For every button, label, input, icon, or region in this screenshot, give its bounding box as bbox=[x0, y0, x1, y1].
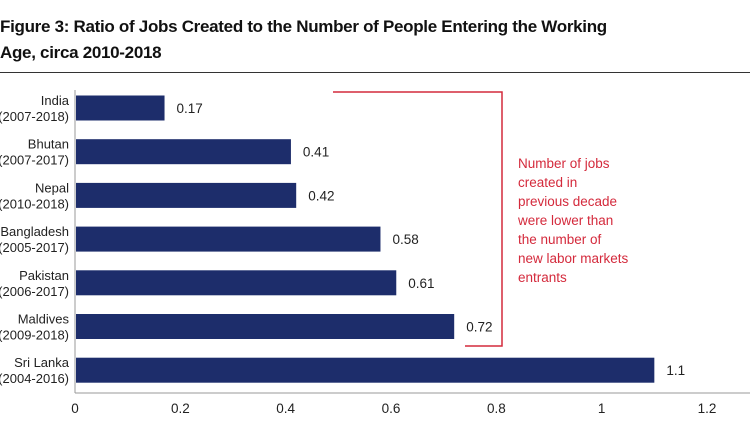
bar bbox=[76, 357, 655, 383]
title-divider bbox=[0, 72, 750, 73]
chart-title-line-1: Figure 3: Ratio of Jobs Created to the N… bbox=[0, 17, 607, 36]
data-label: 0.72 bbox=[466, 320, 492, 335]
x-tick-label: 1 bbox=[598, 401, 606, 416]
category-label: Sri Lanka bbox=[14, 355, 70, 370]
category-label: Bangladesh bbox=[0, 224, 69, 239]
annotation-text: Number of jobs bbox=[518, 156, 610, 171]
annotation-text: the number of bbox=[518, 232, 602, 247]
annotation-text: entrants bbox=[518, 270, 567, 285]
bar bbox=[76, 314, 455, 339]
category-sublabel: (2004-2016) bbox=[0, 371, 69, 386]
data-label: 1.1 bbox=[666, 363, 685, 378]
annotation-text: new labor markets bbox=[518, 251, 629, 266]
bar bbox=[76, 270, 397, 296]
x-tick-label: 0.8 bbox=[487, 401, 506, 416]
data-label: 0.58 bbox=[392, 232, 418, 247]
x-tick-label: 0.6 bbox=[382, 401, 401, 416]
bar bbox=[76, 139, 291, 165]
category-label: Bhutan bbox=[28, 137, 69, 152]
annotation-text: previous decade bbox=[518, 194, 617, 209]
chart-title-line-2: Age, circa 2010-2018 bbox=[0, 43, 162, 62]
category-sublabel: (2006-2017) bbox=[0, 284, 69, 299]
category-sublabel: (2005-2017) bbox=[0, 240, 69, 255]
category-label: Maldives bbox=[18, 312, 70, 327]
bar bbox=[76, 95, 165, 121]
annotation-text: created in bbox=[518, 175, 577, 190]
data-label: 0.61 bbox=[408, 276, 434, 291]
category-sublabel: (2007-2018) bbox=[0, 109, 69, 124]
chart-title: Figure 3: Ratio of Jobs Created to the N… bbox=[0, 14, 750, 66]
x-tick-label: 0.2 bbox=[171, 401, 190, 416]
bar bbox=[76, 226, 381, 252]
category-label: Nepal bbox=[35, 180, 69, 195]
category-sublabel: (2007-2017) bbox=[0, 153, 69, 168]
category-label: Pakistan bbox=[19, 268, 69, 283]
data-label: 0.41 bbox=[303, 145, 329, 160]
data-label: 0.17 bbox=[177, 101, 203, 116]
category-label: India bbox=[41, 93, 70, 108]
x-tick-label: 0 bbox=[71, 401, 79, 416]
annotation-text: were lower than bbox=[517, 213, 613, 228]
bar bbox=[76, 182, 297, 208]
category-sublabel: (2009-2018) bbox=[0, 328, 69, 343]
annotation-bracket bbox=[333, 91, 503, 347]
x-tick-label: 1.2 bbox=[698, 401, 717, 416]
x-tick-label: 0.4 bbox=[276, 401, 295, 416]
category-sublabel: (2010-2018) bbox=[0, 196, 69, 211]
data-label: 0.42 bbox=[308, 188, 334, 203]
